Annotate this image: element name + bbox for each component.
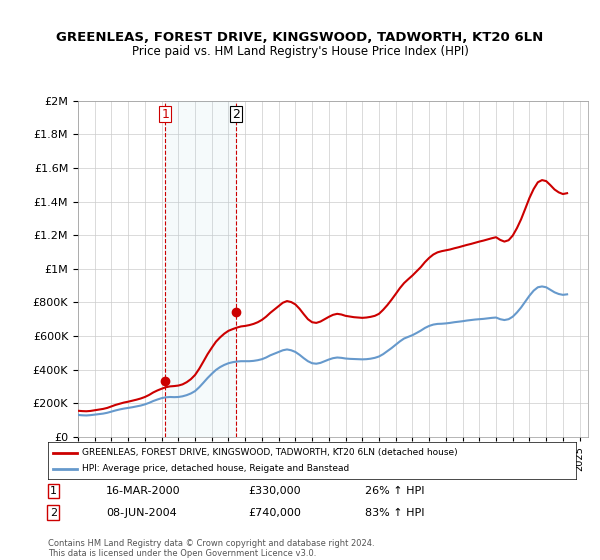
Text: 26% ↑ HPI: 26% ↑ HPI — [365, 486, 424, 496]
Text: £740,000: £740,000 — [248, 507, 302, 517]
Text: GREENLEAS, FOREST DRIVE, KINGSWOOD, TADWORTH, KT20 6LN (detached house): GREENLEAS, FOREST DRIVE, KINGSWOOD, TADW… — [82, 448, 458, 457]
Text: GREENLEAS, FOREST DRIVE, KINGSWOOD, TADWORTH, KT20 6LN: GREENLEAS, FOREST DRIVE, KINGSWOOD, TADW… — [56, 31, 544, 44]
Text: £330,000: £330,000 — [248, 486, 301, 496]
Text: 83% ↑ HPI: 83% ↑ HPI — [365, 507, 424, 517]
Text: 1: 1 — [50, 486, 57, 496]
Text: 2: 2 — [232, 108, 240, 120]
Text: 08-JUN-2004: 08-JUN-2004 — [106, 507, 177, 517]
Bar — [165, 101, 236, 437]
Text: Contains HM Land Registry data © Crown copyright and database right 2024.
This d: Contains HM Land Registry data © Crown c… — [48, 539, 374, 558]
Text: 2: 2 — [50, 507, 57, 517]
Text: 1: 1 — [161, 108, 169, 120]
Text: HPI: Average price, detached house, Reigate and Banstead: HPI: Average price, detached house, Reig… — [82, 464, 350, 473]
Text: Price paid vs. HM Land Registry's House Price Index (HPI): Price paid vs. HM Land Registry's House … — [131, 45, 469, 58]
Text: 16-MAR-2000: 16-MAR-2000 — [106, 486, 181, 496]
